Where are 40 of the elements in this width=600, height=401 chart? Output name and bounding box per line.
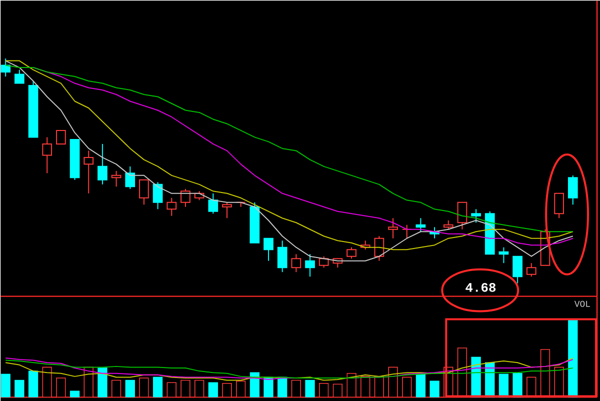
bar bbox=[236, 380, 246, 398]
bar bbox=[250, 372, 260, 398]
bar bbox=[346, 372, 356, 398]
candlestick bbox=[111, 170, 122, 188]
candlestick bbox=[471, 208, 481, 224]
candlestick bbox=[346, 246, 356, 259]
bar bbox=[152, 376, 163, 398]
bar bbox=[319, 382, 329, 398]
candlestick bbox=[457, 202, 468, 230]
candlestick bbox=[42, 136, 52, 174]
candlestick bbox=[166, 197, 177, 216]
bar bbox=[416, 374, 426, 398]
bar bbox=[430, 380, 440, 398]
candlestick bbox=[554, 192, 564, 219]
candlestick bbox=[152, 182, 163, 210]
candlestick bbox=[56, 130, 66, 144]
candlestick bbox=[208, 192, 218, 214]
bar bbox=[512, 372, 522, 398]
candlestick bbox=[14, 69, 24, 84]
candlestick bbox=[84, 150, 94, 194]
candlestick bbox=[139, 179, 149, 206]
candlestick bbox=[180, 188, 190, 208]
candlestick bbox=[98, 143, 108, 185]
candlestick bbox=[526, 262, 536, 277]
candlestick bbox=[277, 240, 288, 272]
bar bbox=[332, 384, 342, 398]
candlestick bbox=[388, 218, 398, 239]
candlestick bbox=[498, 246, 509, 264]
candlestick bbox=[291, 254, 302, 272]
candlestick bbox=[318, 256, 329, 268]
candlestick bbox=[222, 202, 232, 219]
candlestick bbox=[305, 254, 315, 277]
candlestick bbox=[512, 256, 522, 284]
candlestick bbox=[264, 238, 274, 262]
candlestick bbox=[125, 166, 136, 190]
candlestick bbox=[416, 218, 426, 232]
bar bbox=[70, 390, 80, 398]
annotation: 4.68 bbox=[466, 282, 496, 292]
text: VOL bbox=[574, 300, 590, 307]
candlestick bbox=[568, 174, 578, 206]
